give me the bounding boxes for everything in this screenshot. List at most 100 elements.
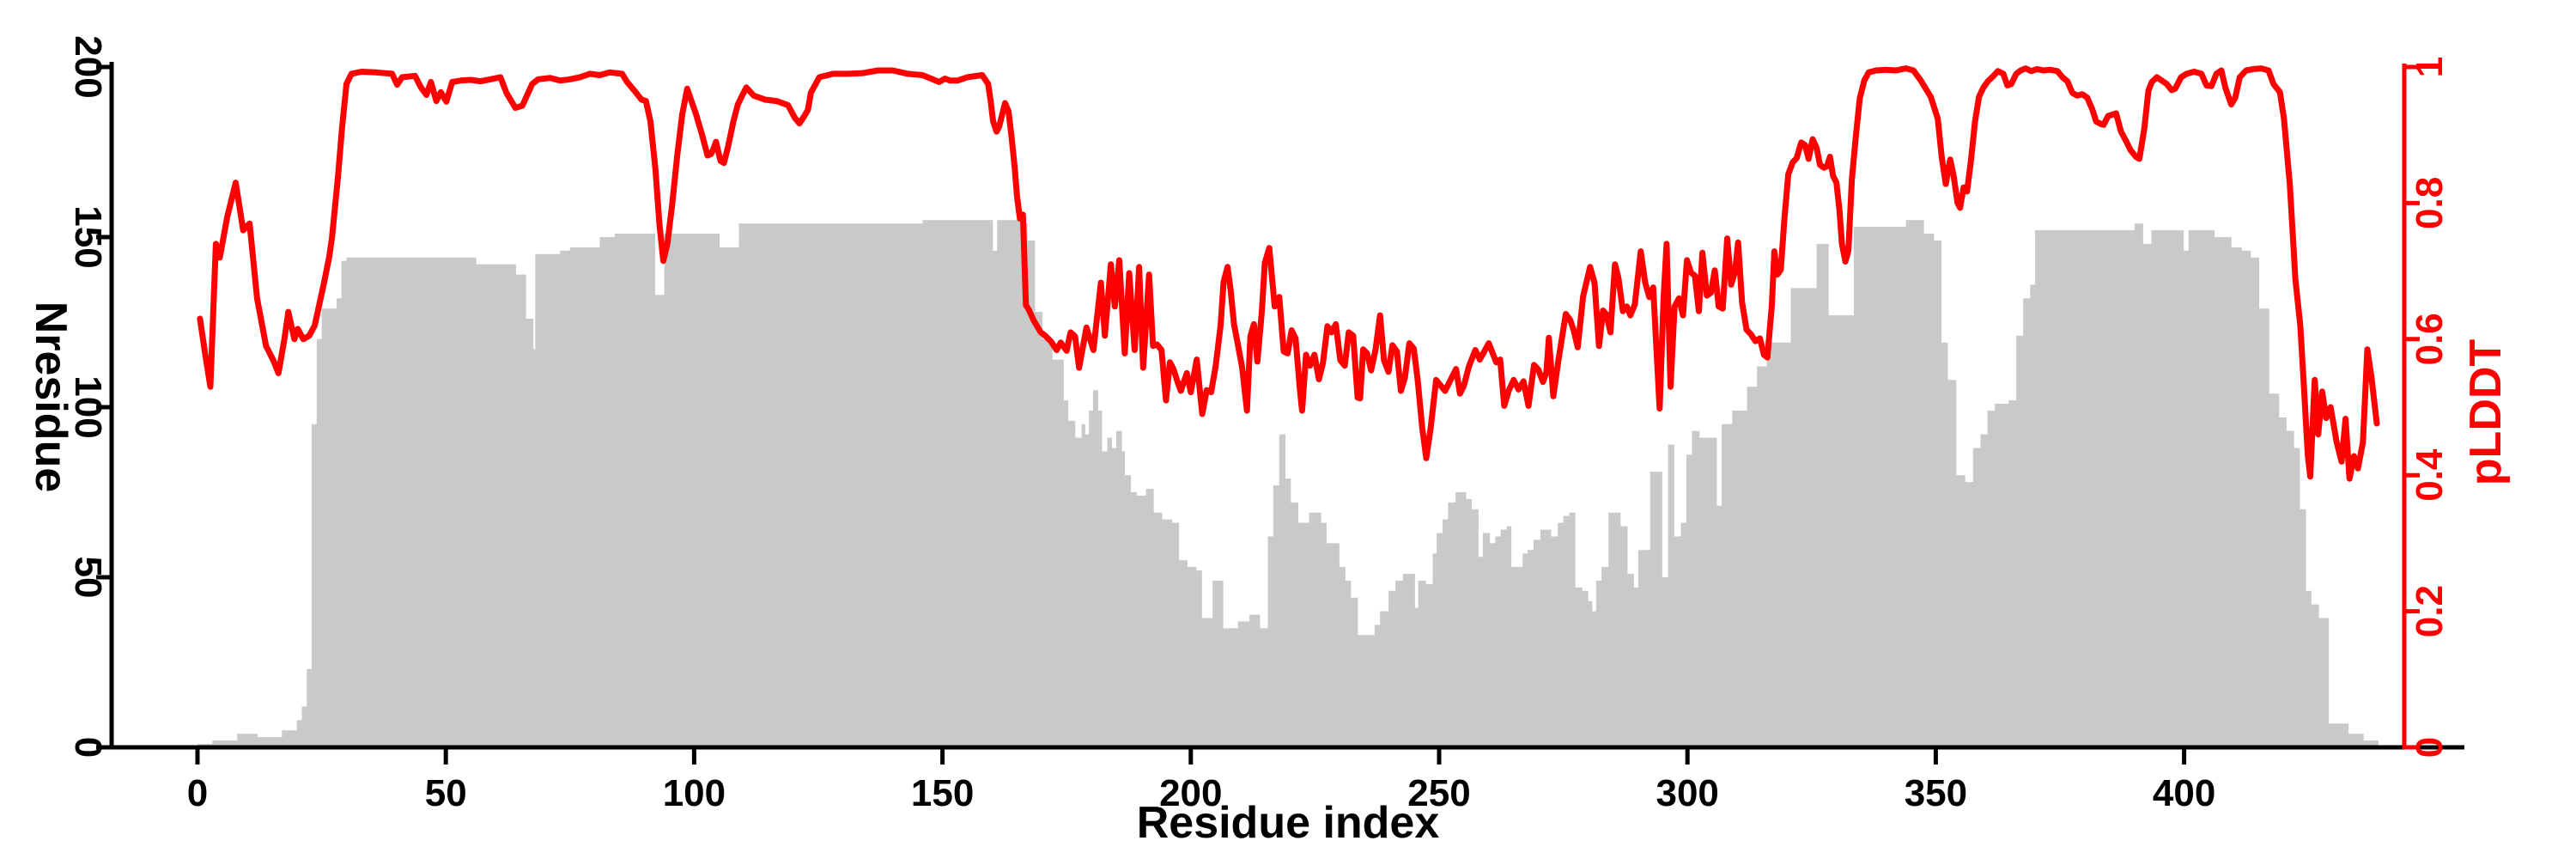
nresidue-bar-segment: [475, 264, 516, 747]
nresidue-bar-segment: [1619, 526, 1628, 747]
nresidue-bar-segment: [2318, 618, 2330, 747]
nresidue-bar-segment: [346, 257, 477, 747]
nresidue-bar-segment: [1905, 220, 1924, 747]
nresidue-bar-segment: [922, 220, 993, 747]
nresidue-bar-segment: [316, 338, 323, 747]
nresidue-bar-segment: [212, 740, 239, 747]
nresidue-bar-segment: [1964, 482, 1974, 747]
nresidue-bar-segment: [1042, 338, 1053, 747]
nresidue-bar-segment: [2142, 243, 2153, 747]
nresidue-bar-segment: [1698, 437, 1717, 747]
nresidue-bar-segment: [2278, 417, 2287, 747]
nresidue-bar-segment: [1680, 522, 1687, 747]
nresidue-bar-segment: [1273, 485, 1280, 747]
nresidue-bar-segment: [2293, 448, 2300, 747]
nresidue-bar-segment: [1674, 536, 1682, 747]
nresidue-bar-segment: [1448, 502, 1456, 747]
nresidue-bar-segment: [321, 308, 337, 747]
nresidue-bar-segment: [307, 668, 313, 747]
nresidue-bar-segment: [1757, 366, 1768, 747]
nresidue-bar-segment: [1443, 519, 1449, 747]
y-left-axis-title: Nresidue: [26, 302, 76, 493]
nresidue-bar-segment: [1285, 478, 1291, 747]
nresidue-bar-segment: [1980, 434, 1989, 747]
nresidue-bar-segment: [1074, 437, 1083, 747]
nresidue-bar-segment: [2362, 740, 2379, 747]
nresidue-bar-segment: [1686, 454, 1693, 747]
nresidue-bar-segment: [1732, 411, 1748, 747]
nresidue-bar-segment: [1259, 628, 1269, 747]
nresidue-bar-segment: [1790, 288, 1818, 747]
nresidue-bar-segment: [1528, 550, 1534, 747]
nresidue-bar-segment: [1418, 581, 1426, 747]
nresidue-bar-segment: [664, 234, 720, 747]
plddt-line: [197, 65, 2380, 482]
nresidue-bar-segment: [312, 423, 318, 747]
y-right-tick-marks: [2404, 64, 2420, 750]
y-left-tick-label: 200: [67, 35, 109, 98]
nresidue-bar-segment: [282, 730, 298, 747]
nresidue-bar-segment: [1933, 241, 1941, 747]
nresidue-bar-segment: [1563, 515, 1571, 747]
x-tick-label: 50: [425, 772, 467, 814]
x-tick-label: 350: [1905, 772, 1967, 814]
nresidue-bar-segment: [1111, 448, 1117, 747]
nresidue-bar-segment: [2023, 298, 2032, 747]
nresidue-bar-segment: [560, 250, 571, 747]
nresidue-bar-segment: [2231, 247, 2242, 747]
nresidue-bar-segment: [1212, 581, 1224, 747]
nresidue-bar-segment: [1152, 512, 1163, 747]
nresidue-bar-segment: [1471, 509, 1479, 747]
x-tick-label: 150: [911, 772, 974, 814]
x-tick-label: 0: [187, 772, 208, 814]
nresidue-bar-segment: [1026, 241, 1036, 747]
nresidue-bar-segment: [1249, 614, 1261, 747]
nresidue-bar-segment: [1395, 581, 1404, 747]
nresidue-bar-segment: [2250, 257, 2260, 747]
nresidue-bar-segment: [1827, 315, 1855, 747]
y-right-tick-label: 0.4: [2409, 448, 2451, 502]
nresidue-bar-segment: [1195, 570, 1202, 747]
x-tick-label: 100: [663, 772, 726, 814]
nresidue-bar-segment: [2348, 734, 2364, 747]
nresidue-bar-segment: [1662, 577, 1669, 747]
nresidue-bar-segment: [1229, 628, 1239, 747]
nresidue-bar-segment: [1290, 502, 1298, 747]
y-right-tick-label: 0: [2409, 737, 2451, 758]
nresidue-bar-segment: [1357, 635, 1376, 747]
nresidue-bar-segment: [1558, 522, 1564, 747]
nresidue-bar-segment: [1402, 574, 1415, 747]
nresidue-bar-segment: [535, 253, 561, 747]
nresidue-bar-segment: [1067, 420, 1076, 747]
y-left-tick-labels: 0 50 100 150 200: [67, 35, 109, 758]
nresidue-bar-segment: [1482, 533, 1491, 747]
nresidue-bar-segment: [1495, 536, 1502, 747]
y-right-axis-title: pLDDT: [2461, 339, 2511, 486]
nresidue-bar-segment: [515, 274, 526, 748]
y-right-tick-label: 0.2: [2409, 585, 2451, 637]
nresidue-bar-segment: [1633, 587, 1639, 747]
nresidue-bar-segment: [1187, 567, 1197, 747]
y-right-tick-label: 1: [2409, 57, 2451, 77]
nresidue-bar-segment: [2008, 400, 2017, 747]
nresidue-bar-segment: [1955, 475, 1965, 747]
nresidue-bar-segment: [992, 250, 998, 747]
nresidue-bar-segment: [1533, 539, 1541, 747]
nresidue-bar-segment: [2134, 223, 2143, 747]
nresidue-bar-segment: [1309, 512, 1321, 747]
nresidue-bar-segment: [1601, 567, 1609, 747]
nresidue-bar-segment: [1107, 437, 1112, 747]
nresidue-bar-segment: [2188, 230, 2215, 748]
x-tick-label: 250: [1407, 772, 1470, 814]
nresidue-bar-segment: [1425, 583, 1434, 747]
nresidue-bar-segment: [1569, 512, 1576, 747]
nresidue-bar-segment: [237, 734, 258, 747]
nresidue-bar-segment: [2286, 430, 2294, 747]
nresidue-bar-segment: [1587, 600, 1593, 747]
x-tick-labels: 0 50 100 150 200 250 300 350 400: [187, 772, 2216, 814]
x-tick-label: 200: [1159, 772, 1222, 814]
nresidue-bar-segment: [1380, 611, 1389, 747]
nresidue-bar-segment: [2299, 509, 2306, 747]
nresidue-bar-segment: [301, 706, 308, 747]
nresidue-bar-segment: [1092, 390, 1098, 747]
